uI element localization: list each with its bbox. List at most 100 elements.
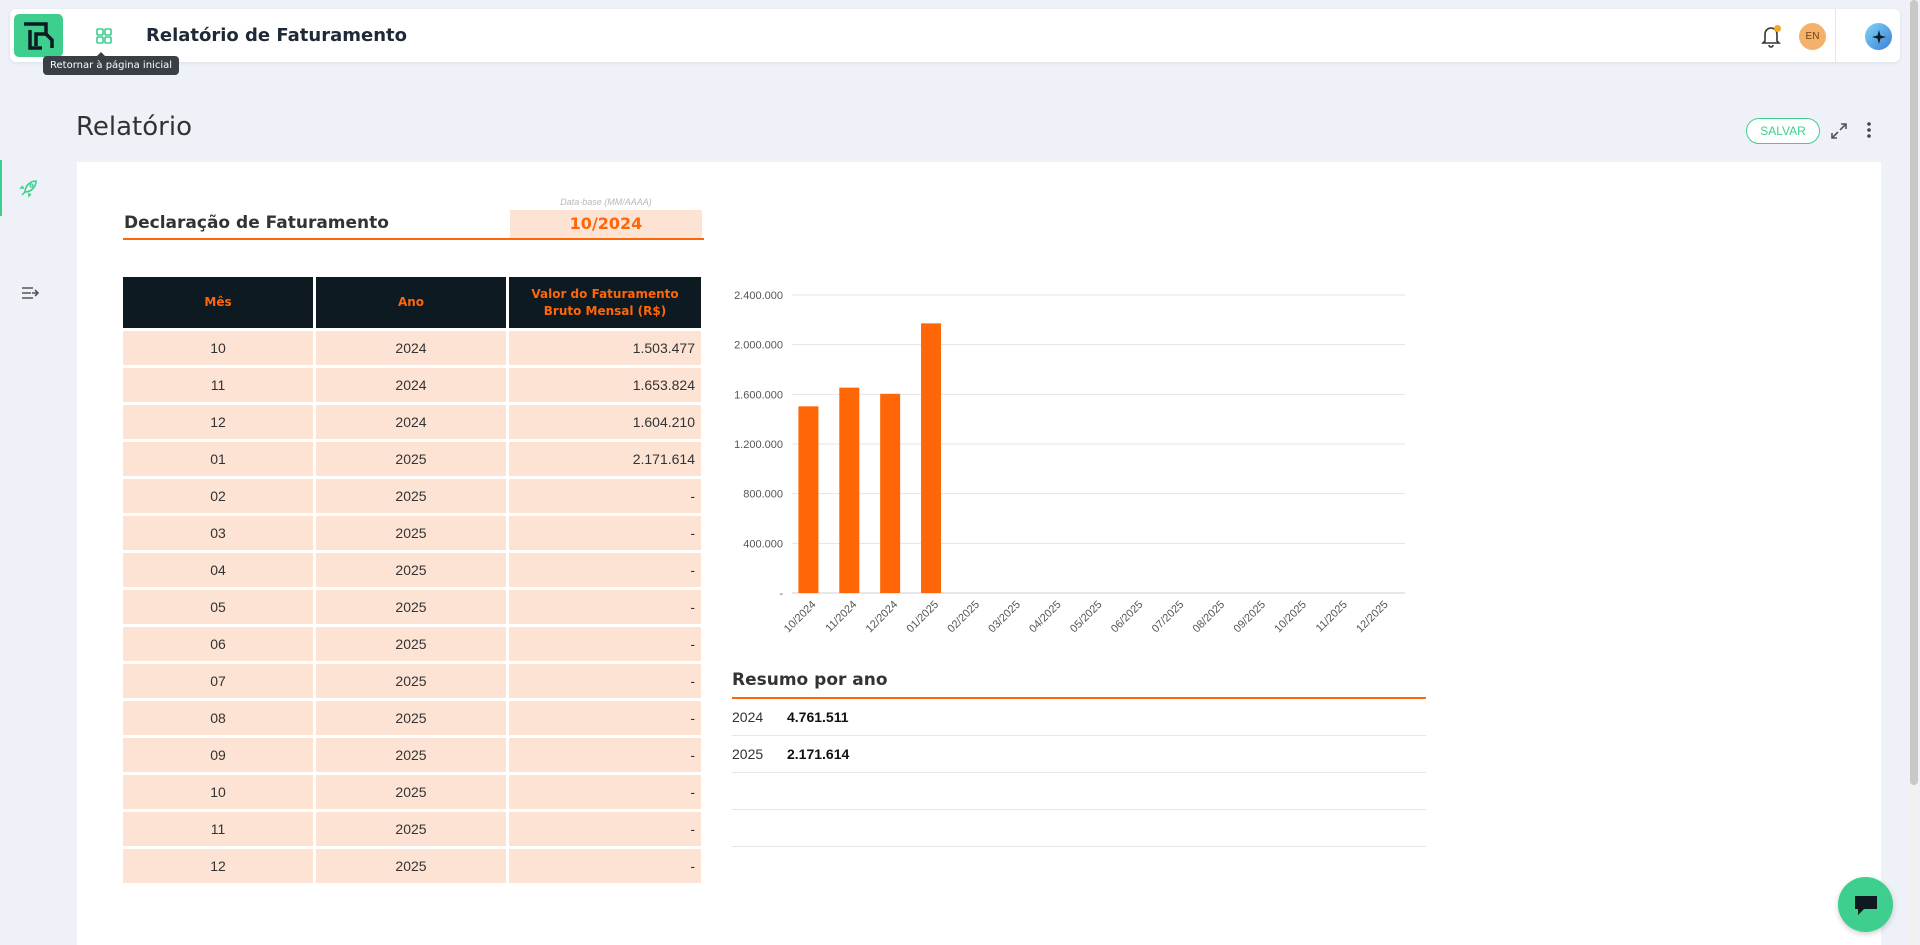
table-row: 05 2025- bbox=[123, 590, 701, 624]
resumo-list: 2024 4.761.511 2025 2.171.614 bbox=[732, 699, 1426, 847]
logo[interactable] bbox=[14, 14, 63, 57]
cell-valor[interactable]: 2.171.614 bbox=[509, 442, 701, 476]
cell-ano[interactable]: 2025 bbox=[316, 812, 506, 846]
bar[interactable] bbox=[839, 387, 860, 593]
resumo-row: 2024 4.761.511 bbox=[732, 699, 1426, 736]
cell-valor[interactable]: - bbox=[509, 627, 701, 661]
table-row: 01 2025 2.171.614 bbox=[123, 442, 701, 476]
cell-mes[interactable]: 09 bbox=[123, 738, 313, 772]
cell-ano[interactable]: 2024 bbox=[316, 331, 506, 365]
cell-mes[interactable]: 02 bbox=[123, 479, 313, 513]
cell-valor[interactable]: - bbox=[509, 812, 701, 846]
bar[interactable] bbox=[798, 406, 819, 593]
table-row: 11 2025- bbox=[123, 812, 701, 846]
cell-ano[interactable]: 2025 bbox=[316, 738, 506, 772]
cell-mes[interactable]: 10 bbox=[123, 775, 313, 809]
cell-ano[interactable]: 2025 bbox=[316, 479, 506, 513]
bar[interactable] bbox=[921, 323, 942, 593]
x-tick-label: 03/2025 bbox=[986, 599, 1023, 636]
cell-mes[interactable]: 07 bbox=[123, 664, 313, 698]
cell-mes[interactable]: 06 bbox=[123, 627, 313, 661]
date-base-input[interactable] bbox=[510, 210, 702, 238]
more-options-button[interactable] bbox=[1865, 120, 1873, 145]
table-row: 10 2024 1.503.477 bbox=[123, 331, 701, 365]
chat-button[interactable] bbox=[1838, 877, 1893, 932]
cell-valor[interactable]: - bbox=[509, 775, 701, 809]
table-row: 06 2025- bbox=[123, 627, 701, 661]
cell-mes[interactable]: 04 bbox=[123, 553, 313, 587]
cell-ano[interactable]: 2025 bbox=[316, 664, 506, 698]
resumo-value: 2.171.614 bbox=[787, 746, 850, 762]
cell-valor[interactable]: - bbox=[509, 516, 701, 550]
sidebar-expand-button[interactable] bbox=[21, 285, 41, 306]
resumo-year: 2025 bbox=[732, 746, 764, 762]
x-tick-label: 07/2025 bbox=[1150, 599, 1187, 636]
x-tick-label: 05/2025 bbox=[1068, 599, 1105, 636]
cell-mes[interactable]: 01 bbox=[123, 442, 313, 476]
cell-valor[interactable]: 1.503.477 bbox=[509, 331, 701, 365]
table-row: 12 2024 1.604.210 bbox=[123, 405, 701, 439]
x-tick-label: 12/2024 bbox=[864, 599, 901, 636]
cell-ano[interactable]: 2025 bbox=[316, 627, 506, 661]
save-button[interactable]: SALVAR bbox=[1746, 118, 1820, 144]
more-vertical-icon bbox=[1867, 122, 1871, 138]
table-row: 12 2025- bbox=[123, 849, 701, 883]
cell-mes[interactable]: 11 bbox=[123, 368, 313, 402]
page-title: Relatório bbox=[76, 112, 192, 142]
cell-valor[interactable]: - bbox=[509, 738, 701, 772]
language-button[interactable]: EN bbox=[1799, 23, 1826, 50]
cell-valor[interactable]: - bbox=[509, 553, 701, 587]
x-tick-label: 10/2024 bbox=[782, 599, 819, 636]
grid-icon bbox=[96, 28, 112, 44]
cell-mes[interactable]: 12 bbox=[123, 405, 313, 439]
y-tick-label: 2.000.000 bbox=[734, 340, 783, 352]
side-active-indicator bbox=[0, 160, 2, 216]
resumo-title: Resumo por ano bbox=[732, 670, 888, 690]
notification-dot bbox=[1774, 25, 1781, 32]
cell-mes[interactable]: 11 bbox=[123, 812, 313, 846]
cell-valor[interactable]: - bbox=[509, 664, 701, 698]
scroll-thumb[interactable] bbox=[1910, 0, 1918, 785]
bar[interactable] bbox=[880, 393, 901, 593]
fullscreen-button[interactable] bbox=[1829, 121, 1849, 146]
cell-ano[interactable]: 2025 bbox=[316, 553, 506, 587]
y-tick-label: 1.600.000 bbox=[734, 389, 783, 401]
cell-valor[interactable]: - bbox=[509, 590, 701, 624]
cell-mes[interactable]: 12 bbox=[123, 849, 313, 883]
table-body: 10 2024 1.503.477 11 2024 1.653.824 12 2024 1.60… bbox=[123, 331, 701, 883]
cell-ano[interactable]: 2025 bbox=[316, 442, 506, 476]
table-row: 10 2025- bbox=[123, 775, 701, 809]
cell-mes[interactable]: 08 bbox=[123, 701, 313, 735]
y-tick-label: 1.200.000 bbox=[734, 439, 783, 451]
header-divider bbox=[1835, 9, 1836, 62]
scrollbar[interactable] bbox=[1908, 0, 1920, 945]
cell-valor[interactable]: 1.653.824 bbox=[509, 368, 701, 402]
cell-valor[interactable]: 1.604.210 bbox=[509, 405, 701, 439]
cell-mes[interactable]: 10 bbox=[123, 331, 313, 365]
x-tick-label: 06/2025 bbox=[1109, 599, 1146, 636]
x-tick-label: 11/2025 bbox=[1314, 599, 1350, 635]
ai-assistant-button[interactable] bbox=[1865, 23, 1892, 50]
top-bar: Relatório de Faturamento EN bbox=[10, 9, 1900, 62]
resumo-row bbox=[732, 810, 1426, 847]
table-row: 08 2025- bbox=[123, 701, 701, 735]
cell-mes[interactable]: 05 bbox=[123, 590, 313, 624]
cell-ano[interactable]: 2024 bbox=[316, 405, 506, 439]
cell-ano[interactable]: 2025 bbox=[316, 849, 506, 883]
cell-mes[interactable]: 03 bbox=[123, 516, 313, 550]
cell-valor[interactable]: - bbox=[509, 849, 701, 883]
table-row: 02 2025- bbox=[123, 479, 701, 513]
cell-ano[interactable]: 2025 bbox=[316, 701, 506, 735]
resumo-year: 2024 bbox=[732, 709, 764, 725]
cell-ano[interactable]: 2025 bbox=[316, 516, 506, 550]
y-tick-label: 400.000 bbox=[743, 538, 783, 550]
sidebar-item-rocket[interactable] bbox=[19, 178, 39, 203]
cell-ano[interactable]: 2025 bbox=[316, 775, 506, 809]
cell-valor[interactable]: - bbox=[509, 479, 701, 513]
notifications-button[interactable] bbox=[1760, 24, 1782, 48]
cell-valor[interactable]: - bbox=[509, 701, 701, 735]
cell-ano[interactable]: 2025 bbox=[316, 590, 506, 624]
home-grid-button[interactable] bbox=[94, 26, 114, 46]
header-ano: Ano bbox=[316, 277, 506, 328]
cell-ano[interactable]: 2024 bbox=[316, 368, 506, 402]
